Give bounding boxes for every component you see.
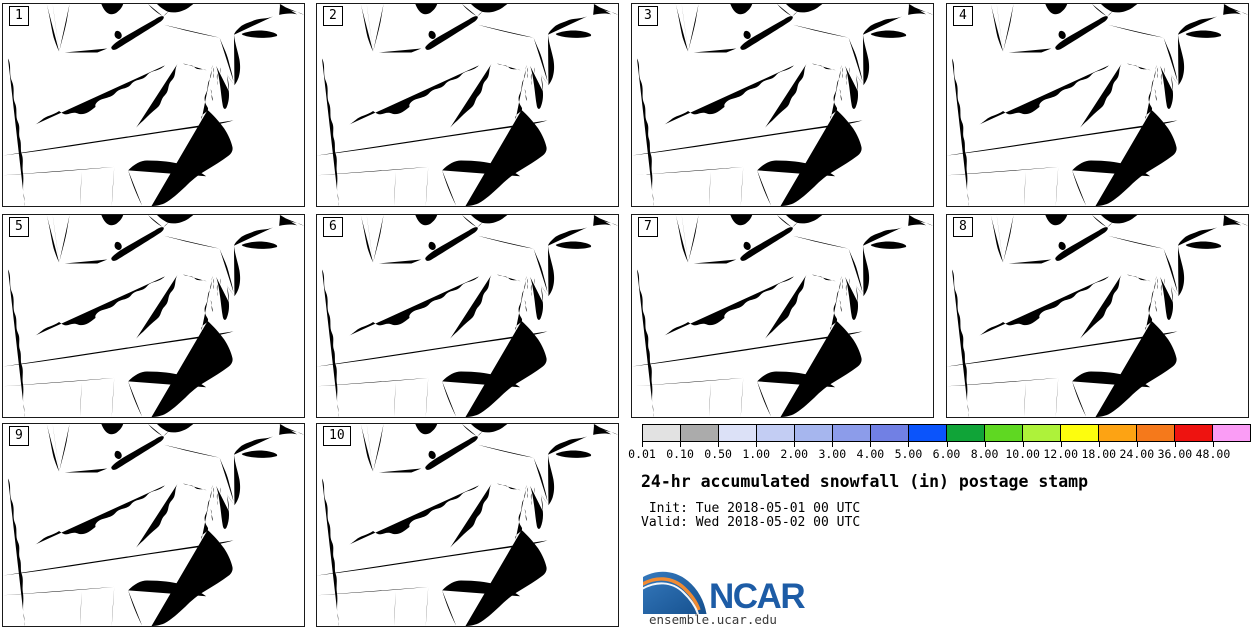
panel-number-label: 7 (638, 217, 658, 237)
colorbar-cell (833, 425, 871, 441)
panel-number-label: 3 (638, 6, 658, 26)
panel-number-label: 10 (323, 426, 351, 446)
us-states-map (3, 215, 304, 417)
us-states-map (3, 4, 304, 206)
colorbar-cells (642, 424, 1251, 442)
colorbar-cell (795, 425, 833, 441)
colorbar-label: 0.10 (666, 447, 694, 461)
colorbar-tick (908, 442, 910, 447)
colorbar-cell (681, 425, 719, 441)
colorbar-label: 8.00 (970, 447, 999, 461)
colorbar-label: 10.00 (1005, 447, 1040, 461)
init-time-label: Init: Tue 2018-05-01 00 UTC (641, 501, 861, 516)
colorbar-label: 0.01 (628, 447, 656, 461)
forecast-panel: 9 (2, 423, 305, 627)
colorbar-cell (1213, 425, 1250, 441)
colorbar-label: 1.00 (742, 447, 771, 461)
colorbar-tick (718, 442, 720, 447)
colorbar-cell (757, 425, 795, 441)
forecast-panel: 10 (316, 423, 619, 627)
colorbar-tick (1136, 442, 1138, 447)
ncar-swoosh-icon (643, 571, 707, 614)
panel-number-label: 6 (323, 217, 343, 237)
snowfall-colorbar: 0.01 0.10 0.50 1.00 2.00 3.00 4.00 5.00 6.00 8.00… (628, 424, 1251, 461)
us-states-map (632, 215, 933, 417)
forecast-panel: 1 (2, 3, 305, 207)
colorbar-label: 0.50 (704, 447, 732, 461)
forecast-panel: 5 (2, 214, 305, 418)
plot-title: 24-hr accumulated snowfall (in) postage … (641, 472, 1089, 491)
colorbar-tick (870, 442, 872, 447)
colorbar-cell (1023, 425, 1061, 441)
colorbar-cell (947, 425, 985, 441)
colorbar-label: 48.00 (1195, 447, 1231, 461)
ncar-logo: NCAR (643, 568, 806, 616)
us-states-map (317, 4, 618, 206)
panel-number-label: 9 (9, 426, 29, 446)
colorbar-cell (1175, 425, 1213, 441)
colorbar-label: 2.00 (780, 447, 809, 461)
colorbar-label: 24.00 (1119, 447, 1155, 461)
colorbar-cell (1137, 425, 1175, 441)
us-states-map (632, 4, 933, 206)
colorbar-tick (794, 442, 796, 447)
us-states-map (947, 215, 1248, 417)
panel-number-label: 5 (9, 217, 29, 237)
panel-number-label: 2 (323, 6, 343, 26)
colorbar-label: 4.00 (856, 447, 885, 461)
ncar-logo-text: NCAR (709, 577, 806, 616)
us-states-map (317, 215, 618, 417)
colorbar-cell (643, 425, 681, 441)
colorbar-cell (1061, 425, 1099, 441)
colorbar-tick (756, 442, 758, 447)
colorbar-cell (719, 425, 757, 441)
colorbar-tick (642, 442, 643, 447)
colorbar-label: 3.00 (818, 447, 847, 461)
forecast-panel: 8 (946, 214, 1249, 418)
colorbar-tick (984, 442, 986, 447)
colorbar-tick (832, 442, 834, 447)
colorbar-tick (1174, 442, 1176, 447)
colorbar-cell (871, 425, 909, 441)
colorbar-label: 18.00 (1081, 447, 1117, 461)
colorbar-cell (1099, 425, 1137, 441)
panel-number-label: 8 (953, 217, 973, 237)
colorbar-label: 5.00 (894, 447, 923, 461)
valid-time-label: Valid: Wed 2018-05-02 00 UTC (641, 515, 861, 530)
us-states-map (3, 424, 304, 626)
forecast-panel: 3 (631, 3, 934, 207)
panel-number-label: 4 (953, 6, 973, 26)
colorbar-tick (680, 442, 682, 447)
us-states-map (317, 424, 618, 626)
colorbar-tick (1098, 442, 1100, 447)
colorbar-tick (946, 442, 948, 447)
forecast-panel: 2 (316, 3, 619, 207)
colorbar-label: 36.00 (1157, 447, 1193, 461)
colorbar-cell (909, 425, 947, 441)
us-states-map (947, 4, 1248, 206)
colorbar-tick (1212, 442, 1214, 447)
colorbar-tick (1060, 442, 1062, 447)
colorbar-label: 12.00 (1043, 447, 1078, 461)
forecast-panel: 6 (316, 214, 619, 418)
ensemble-url-label: ensemble.ucar.edu (649, 612, 777, 627)
panel-number-label: 1 (9, 6, 29, 26)
forecast-panel: 7 (631, 214, 934, 418)
colorbar-cell (985, 425, 1023, 441)
colorbar-tick (1022, 442, 1024, 447)
colorbar-label: 6.00 (932, 447, 961, 461)
forecast-panel: 4 (946, 3, 1249, 207)
